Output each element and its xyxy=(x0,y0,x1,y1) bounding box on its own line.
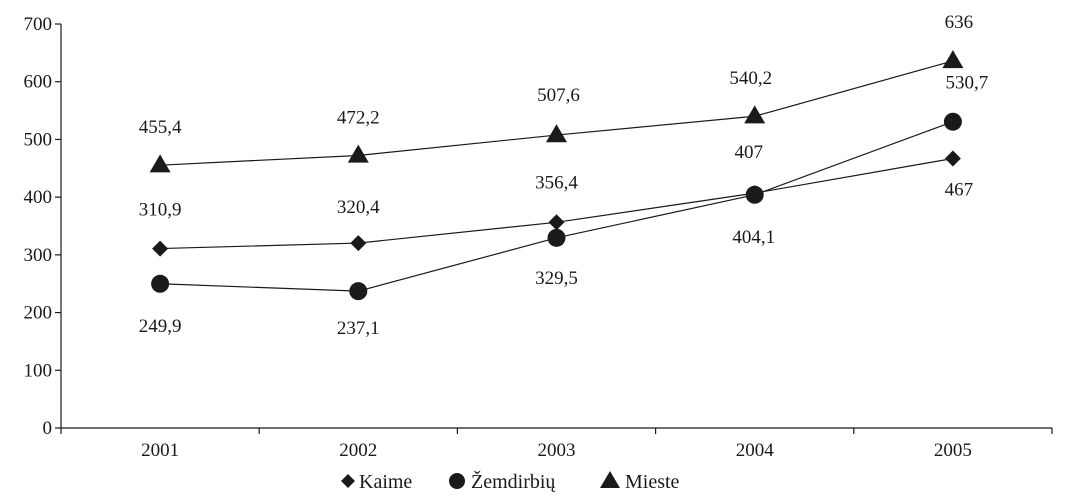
legend-diamond-icon xyxy=(341,474,355,488)
y-tick-label: 700 xyxy=(24,14,53,35)
y-tick-label: 0 xyxy=(43,418,53,439)
legend-circle-icon xyxy=(449,473,465,489)
series-line-mieste xyxy=(160,60,954,166)
x-tick-label: 2005 xyxy=(934,440,972,461)
data-label-kaime: 320,4 xyxy=(337,197,380,218)
diamond-marker-kaime xyxy=(350,235,367,252)
circle-marker-zemdirbiu xyxy=(547,228,566,247)
legend-label: Žemdirbių xyxy=(471,470,556,493)
chart-series xyxy=(149,50,964,301)
triangle-marker-mieste xyxy=(546,124,567,143)
data-label-kaime: 310,9 xyxy=(139,200,182,221)
diamond-marker-kaime xyxy=(548,214,565,231)
diamond-marker-kaime xyxy=(152,240,169,257)
chart-legend: Kaime Žemdirbių Mieste xyxy=(341,470,680,493)
circle-marker-zemdirbiu xyxy=(349,282,368,301)
legend-label: Mieste xyxy=(625,471,680,493)
series-line-zemdirbiu xyxy=(160,121,954,292)
legend-item-zemdirbiu: Žemdirbių xyxy=(449,470,556,493)
y-tick-label: 200 xyxy=(24,303,53,324)
x-tick-label: 2004 xyxy=(736,440,775,461)
y-tick-label: 400 xyxy=(24,187,53,208)
chart-axes: 0 100 200 300 400 500 600 700 2001 2002 2003 2004 20… xyxy=(24,14,1053,461)
data-label-mieste: 507,6 xyxy=(537,85,580,106)
data-labels: 310,9 320,4 356,4 407 467 249,9 237,1 329,5 404,… xyxy=(139,12,989,339)
legend-label: Kaime xyxy=(359,471,412,493)
circle-marker-zemdirbiu xyxy=(943,112,962,131)
y-tick-label: 600 xyxy=(24,72,53,93)
data-label-zemdirbiu: 404,1 xyxy=(732,227,775,248)
legend-item-kaime: Kaime xyxy=(341,471,412,493)
triangle-marker-mieste xyxy=(744,105,766,124)
data-label-zemdirbiu: 249,9 xyxy=(139,316,182,337)
data-label-kaime: 407 xyxy=(734,142,763,163)
y-tick-label: 100 xyxy=(24,360,53,381)
data-label-zemdirbiu: 329,5 xyxy=(535,268,578,289)
data-label-mieste: 472,2 xyxy=(337,107,380,128)
triangle-marker-mieste xyxy=(347,144,369,163)
y-tick-label: 300 xyxy=(24,245,53,266)
x-tick-label: 2002 xyxy=(339,440,377,461)
diamond-marker-kaime xyxy=(944,150,961,167)
triangle-marker-mieste xyxy=(149,154,171,173)
circle-marker-zemdirbiu xyxy=(151,274,170,293)
data-label-kaime: 356,4 xyxy=(535,172,578,193)
y-tick-label: 500 xyxy=(24,129,53,150)
data-label-kaime: 467 xyxy=(945,179,974,200)
data-label-mieste: 636 xyxy=(945,12,974,33)
data-label-mieste: 455,4 xyxy=(139,117,182,138)
circle-marker-zemdirbiu xyxy=(745,185,764,204)
legend-item-mieste: Mieste xyxy=(600,471,680,493)
data-label-zemdirbiu: 530,7 xyxy=(946,73,989,94)
data-label-mieste: 540,2 xyxy=(729,68,772,89)
data-label-zemdirbiu: 237,1 xyxy=(337,318,380,339)
legend-triangle-icon xyxy=(600,471,620,488)
x-tick-label: 2003 xyxy=(538,440,576,461)
x-tick-label: 2001 xyxy=(141,440,179,461)
triangle-marker-mieste xyxy=(942,50,964,69)
